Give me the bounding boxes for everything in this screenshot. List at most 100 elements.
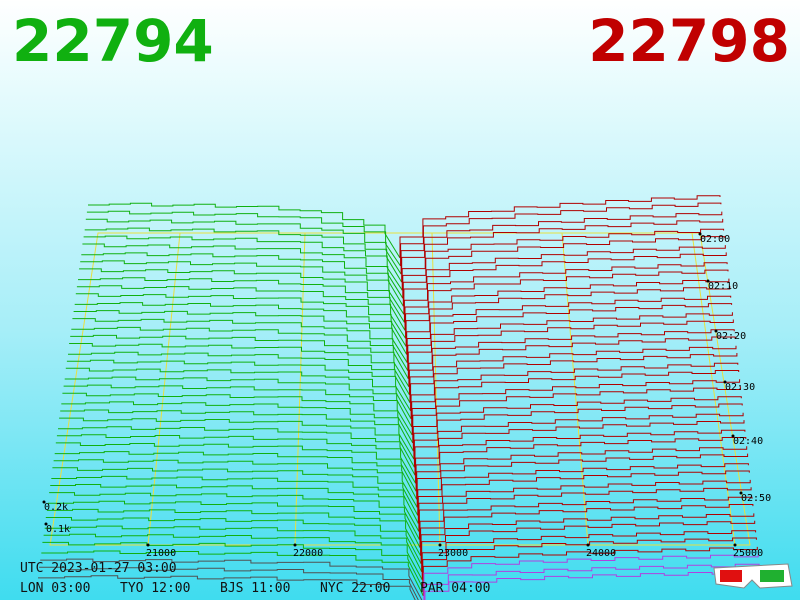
ask-layer <box>400 202 722 267</box>
ask-layer <box>417 470 750 524</box>
ask-layer <box>410 362 739 419</box>
bid-layer <box>38 575 416 600</box>
axis-labels: 21000 22000 23000 24000 25000 02:00 02:10 02:20… <box>42 232 771 559</box>
ask-layer <box>401 228 725 291</box>
ask-layer <box>419 496 753 548</box>
bid-layer <box>46 508 421 556</box>
tick-dot <box>731 434 735 438</box>
bid-layer <box>73 310 408 363</box>
depth-label: 0.1k <box>46 524 70 535</box>
ask-layer <box>403 252 727 315</box>
bid-layer <box>42 541 424 589</box>
tick-dot <box>42 500 46 504</box>
ask-layer <box>424 571 761 600</box>
bid-layer <box>84 227 403 283</box>
price-grid-line <box>431 232 441 546</box>
price-grid-line <box>147 232 181 546</box>
ask-layer <box>413 412 744 468</box>
city-clock: PAR 04:00 <box>420 581 490 596</box>
ask-layer <box>408 329 735 387</box>
ask-layer <box>406 303 733 363</box>
bid-layer <box>50 484 420 532</box>
ask-layer <box>412 396 742 452</box>
ask-layer <box>421 520 756 572</box>
ask-layer <box>400 211 723 275</box>
bid-layer <box>86 210 401 267</box>
ask-layer <box>404 269 729 331</box>
ask-layer <box>407 312 733 371</box>
tick-dot <box>706 279 710 283</box>
time-label: 02:30 <box>725 382 755 393</box>
bid-layer <box>52 467 419 516</box>
price-label: 24000 <box>586 548 616 559</box>
ask-layer <box>414 420 745 476</box>
ask-layer <box>423 554 759 600</box>
time-label: 02:10 <box>708 281 738 292</box>
tick-dot <box>698 232 702 236</box>
ask-layer <box>399 195 721 258</box>
ask-layer <box>410 353 738 411</box>
price-grid-line <box>561 232 589 546</box>
ask-layer <box>402 236 725 299</box>
bid-layer <box>49 492 420 540</box>
ask-layer <box>412 386 741 444</box>
city-clock: NYC 22:00 <box>320 581 390 596</box>
ask-price: 22798 <box>588 7 790 75</box>
ask-layer <box>408 336 736 395</box>
bid-layer <box>88 202 401 259</box>
bid-layer <box>60 409 415 460</box>
ask-layer <box>415 437 747 492</box>
bid-layer <box>74 302 408 355</box>
tick-dot <box>714 329 718 333</box>
ask-layer <box>405 278 730 339</box>
bid-layer <box>82 243 404 299</box>
ask-layer <box>413 403 743 460</box>
ask-layer <box>403 262 728 323</box>
price-label: 23000 <box>438 548 468 559</box>
ask-layer <box>423 563 760 600</box>
ask-layer <box>422 537 757 588</box>
bid-layer <box>51 475 419 524</box>
ask-layer <box>411 370 740 427</box>
ask-layer <box>422 546 758 596</box>
bid-layer <box>81 252 404 307</box>
tick-dot <box>739 491 743 495</box>
time-label: 02:40 <box>733 436 763 447</box>
city-clock: LON 03:00 <box>20 581 90 596</box>
ask-layer <box>405 285 731 347</box>
depth-layers <box>38 195 761 600</box>
ask-layer <box>417 463 749 516</box>
tick-dot <box>438 543 442 547</box>
ask-layer <box>418 479 751 532</box>
time-label: 02:00 <box>700 234 730 245</box>
bid-layer <box>45 517 422 564</box>
bid-layer <box>39 566 419 600</box>
bid-layer <box>78 277 406 331</box>
bid-layer <box>56 434 416 484</box>
price-label: 22000 <box>293 548 323 559</box>
bid-layer <box>41 550 424 597</box>
bid-layer <box>53 459 418 508</box>
tick-dot <box>293 543 297 547</box>
depth-label: 0.2k <box>44 502 68 513</box>
ask-layer <box>402 245 726 307</box>
bid-layer <box>63 384 413 436</box>
bid-layer <box>54 451 418 500</box>
city-clock: BJS 11:00 <box>220 581 290 596</box>
price-label: 21000 <box>146 548 176 559</box>
bid-layer <box>70 334 410 387</box>
tick-dot <box>44 522 48 526</box>
bid-layer <box>40 558 423 600</box>
bid-layer <box>48 500 421 548</box>
ask-layer <box>407 319 734 379</box>
ask-layer <box>420 504 754 556</box>
bid-layer <box>72 318 409 371</box>
ask-layer <box>411 379 741 436</box>
bid-layer <box>43 533 423 581</box>
bid-layer <box>79 268 405 323</box>
ask-layer <box>416 446 748 500</box>
time-label: 02:50 <box>741 493 771 504</box>
bid-layer <box>62 392 414 444</box>
bid-price: 22794 <box>12 7 214 75</box>
